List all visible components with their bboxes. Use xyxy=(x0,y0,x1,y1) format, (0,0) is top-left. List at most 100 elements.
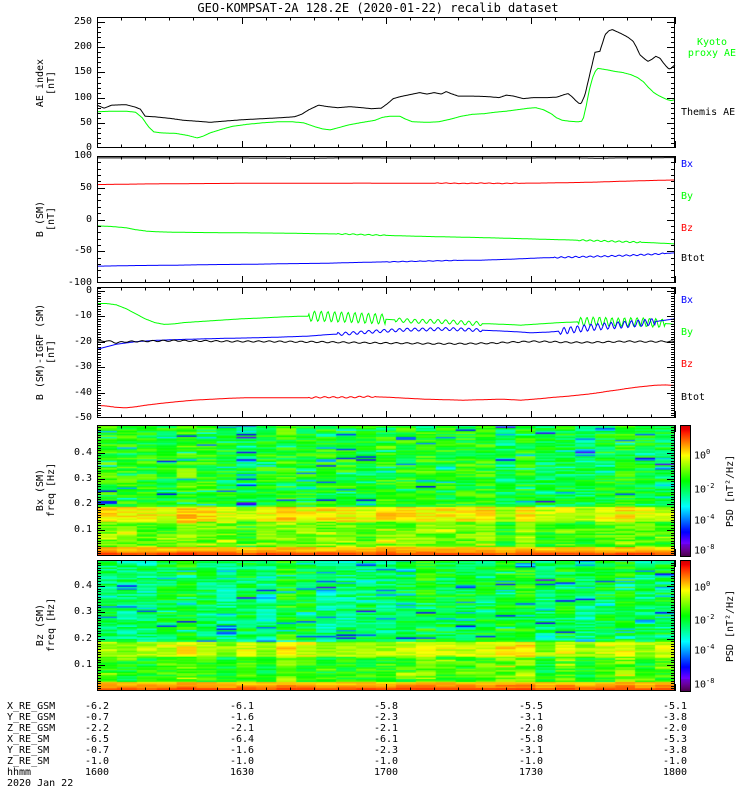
series-bz xyxy=(97,179,676,186)
bottom-row-value: -5.8 xyxy=(518,734,544,745)
bottom-row-value: -2.2 xyxy=(84,723,110,734)
colorbar-spec_bz xyxy=(680,560,690,691)
y-axis-label-b_sm: B (SM) [nT] xyxy=(35,200,57,238)
ytick-label: 0.4 xyxy=(73,447,92,458)
colorbar-border xyxy=(679,559,691,692)
colorbar-tick-label: 10-8 xyxy=(694,677,715,691)
ytick-label: 250 xyxy=(73,16,92,27)
colorbar-spec_bx xyxy=(680,425,690,556)
ytick-label: 0.1 xyxy=(73,524,92,535)
bottom-row-value: -3.1 xyxy=(518,745,544,756)
series-bz xyxy=(96,384,675,409)
ytick-label: -50 xyxy=(73,245,92,256)
bottom-row-value: -1.0 xyxy=(229,756,255,767)
bottom-row-value: -0.7 xyxy=(84,745,110,756)
ytick-label: -30 xyxy=(73,361,92,372)
legend-bx: Bx xyxy=(681,159,694,170)
legend-kyoto: Kyoto proxy AE xyxy=(687,37,737,59)
colorbar-tick-label: 10-2 xyxy=(694,482,715,496)
colorbar-tick-label: 100 xyxy=(694,580,711,594)
y-axis-label-spec_bz: Bz (SM) freq [Hz] xyxy=(35,597,57,653)
bottom-row-value: -6.1 xyxy=(373,734,399,745)
bottom-row-label-x_re_gsm: X_RE_GSM xyxy=(7,701,56,712)
panel-b_sm_igrf xyxy=(96,287,676,418)
legend-by: By xyxy=(681,191,694,202)
bottom-row-value: -2.3 xyxy=(373,712,399,723)
series-by xyxy=(96,225,675,245)
ytick-label: 50 xyxy=(79,182,92,193)
series-bx xyxy=(97,252,676,267)
ytick-label: -50 xyxy=(73,412,92,423)
panel-spec_bx xyxy=(97,425,676,556)
bottom-row-value: -1.6 xyxy=(229,712,255,723)
bottom-row-value: -0.7 xyxy=(84,712,110,723)
ytick-label: 0.3 xyxy=(73,606,92,617)
bottom-row-label-y_re_gsm: Y_RE_GSM xyxy=(7,712,56,723)
ytick-label: 0.3 xyxy=(73,473,92,484)
bottom-row-value: -3.8 xyxy=(662,745,688,756)
y-axis-label-b_sm_igrf: B (SM)-IGRF (SM) [nT] xyxy=(35,303,57,401)
legend-bz: Bz xyxy=(681,359,694,370)
bottom-row-value: -3.8 xyxy=(662,712,688,723)
ytick-label: 50 xyxy=(79,117,92,128)
ytick-label: 100 xyxy=(73,150,92,161)
spectrogram-spec_bx xyxy=(97,425,675,556)
ytick-label: 200 xyxy=(73,41,92,52)
ytick-label: -40 xyxy=(73,387,92,398)
bottom-row-value: -2.0 xyxy=(518,723,544,734)
bottom-row-value: -6.5 xyxy=(84,734,110,745)
ytick-label: -100 xyxy=(67,277,92,288)
legend-themis-ae: Themis AE xyxy=(681,107,736,118)
bottom-row-value: -6.1 xyxy=(229,701,255,712)
colorbar-tick-label: 100 xyxy=(694,448,711,462)
ytick-label: 0.4 xyxy=(73,580,92,591)
colorbar-border xyxy=(679,424,691,557)
ytick-label: 0 xyxy=(85,214,92,225)
y-axis-label-ae: AE index [nT] xyxy=(35,58,57,108)
panel-ae xyxy=(96,17,676,148)
ytick-label: 0.1 xyxy=(73,659,92,670)
colorbar-axis-label: PSD [nT²/Hz] xyxy=(725,454,736,527)
bottom-row-value: -5.8 xyxy=(373,701,399,712)
ytick-label: 0.2 xyxy=(73,633,92,644)
bottom-row-label-hhmm: hhmm xyxy=(7,767,32,778)
chart-title: GEO-KOMPSAT-2A 128.2E (2020-01-22) recal… xyxy=(197,1,559,15)
legend-btot: Btot xyxy=(681,253,706,264)
bottom-row-label-y_re_sm: Y_RE_SM xyxy=(7,745,50,756)
bottom-row-value: -6.4 xyxy=(229,734,255,745)
bottom-row-value: -3.1 xyxy=(518,712,544,723)
bottom-row-value: -1.0 xyxy=(518,756,544,767)
date-label: 2020 Jan 22 xyxy=(7,778,74,789)
ytick-label: -20 xyxy=(73,336,92,347)
spectrogram-spec_bz xyxy=(97,560,675,691)
bottom-row-value: 1630 xyxy=(229,767,255,778)
ytick-label: 100 xyxy=(73,92,92,103)
bottom-row-value: -1.0 xyxy=(662,756,688,767)
bottom-row-value: 1800 xyxy=(662,767,688,778)
bottom-row-value: -1.6 xyxy=(229,745,255,756)
bottom-row-label-z_re_sm: Z_RE_SM xyxy=(7,756,50,767)
ytick-label: 150 xyxy=(73,66,92,77)
bottom-row-value: -2.1 xyxy=(373,723,399,734)
bottom-row-value: -2.1 xyxy=(229,723,255,734)
colorbar-tick-label: 10-4 xyxy=(694,513,715,527)
bottom-row-label-z_re_gsm: Z_RE_GSM xyxy=(7,723,56,734)
bottom-row-label-x_re_sm: X_RE_SM xyxy=(7,734,50,745)
series-by xyxy=(97,303,676,329)
bottom-row-value: -5.5 xyxy=(518,701,544,712)
bottom-row-value: -1.0 xyxy=(84,756,110,767)
series-btot xyxy=(96,339,676,345)
ytick-label: 0 xyxy=(85,285,92,296)
y-axis-label-spec_bx: Bx (SM) freq [Hz] xyxy=(35,462,57,518)
ytick-label: -10 xyxy=(73,310,92,321)
bottom-row-value: -5.1 xyxy=(662,701,688,712)
panel-spec_bz xyxy=(97,560,676,691)
bottom-row-value: -2.3 xyxy=(373,745,399,756)
legend-btot: Btot xyxy=(681,392,706,403)
bottom-row-value: -2.0 xyxy=(662,723,688,734)
colorbar-tick-label: 10-8 xyxy=(694,543,715,557)
ytick-label: 0.2 xyxy=(73,498,92,509)
colorbar-tick-label: 10-4 xyxy=(694,643,715,657)
panel-b_sm xyxy=(96,156,676,283)
